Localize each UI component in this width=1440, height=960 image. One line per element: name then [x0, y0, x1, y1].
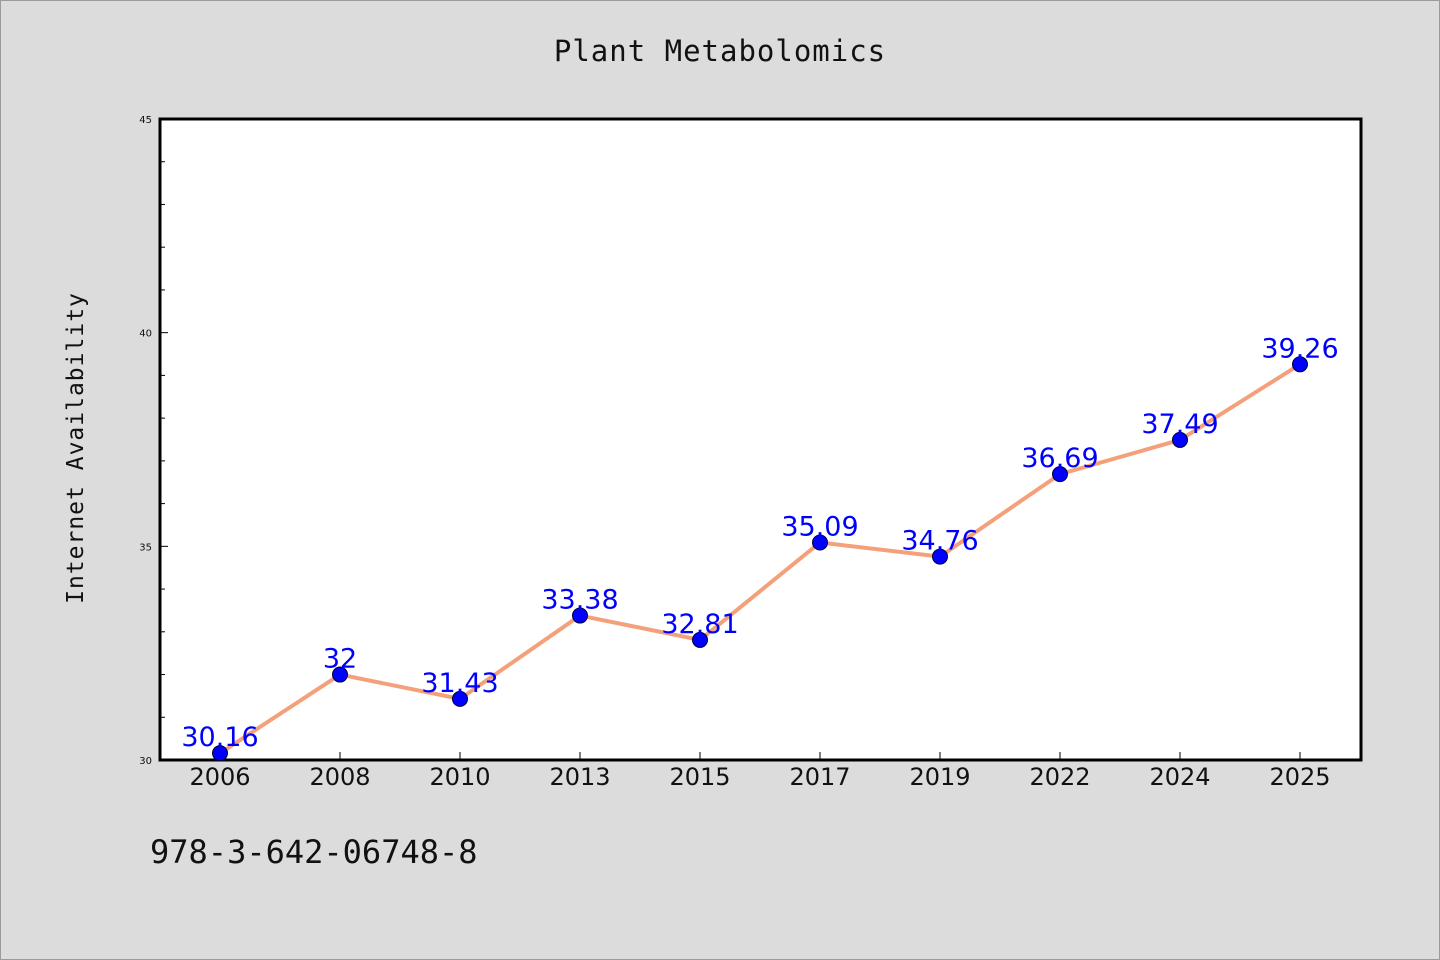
data-point: [1052, 466, 1068, 483]
x-axis: 2006 2008 2010 2013 2015 2017 2019 2022 2024 2025: [189, 752, 1331, 791]
x-tick-label: 2015: [669, 763, 730, 791]
data-point: [812, 534, 828, 551]
x-tick-label: 2017: [789, 763, 850, 791]
y-tick-label: 35: [139, 542, 152, 553]
x-tick-label: 2022: [1029, 763, 1090, 791]
data-point: [932, 548, 948, 565]
data-point: [1172, 431, 1188, 448]
series-line: [218, 362, 1302, 755]
data-label: 35.09: [781, 511, 858, 542]
data-point: [332, 666, 348, 683]
data-label: 33.38: [541, 585, 618, 616]
data-point: [452, 690, 468, 707]
data-label: 39.26: [1261, 333, 1338, 364]
data-label: 30.16: [181, 722, 258, 753]
x-tick-label: 2024: [1149, 763, 1210, 791]
data-label: 31.43: [421, 668, 498, 699]
data-label: 37.49: [1141, 409, 1218, 440]
x-tick-label: 2019: [909, 763, 970, 791]
data-label: 32.81: [661, 609, 738, 640]
y-tick-label: 30: [139, 756, 152, 767]
plot-area: [158, 117, 1363, 762]
data-labels: 30.16 32 31.43 33.38 32.81 35.09 34.76 36.69 37.…: [181, 333, 1338, 753]
data-label: 32: [323, 644, 357, 675]
data-point: [1292, 356, 1308, 373]
x-tick-label: 2013: [549, 763, 610, 791]
x-tick-label: 2006: [189, 763, 250, 791]
x-tick-label: 2008: [309, 763, 370, 791]
y-tick-label: 45: [139, 115, 152, 126]
data-point: [692, 631, 708, 648]
data-point: [212, 745, 228, 762]
y-axis: 30 35 40 45: [139, 115, 168, 767]
data-point: [572, 607, 588, 624]
x-tick-label: 2010: [429, 763, 490, 791]
y-tick-label: 40: [139, 329, 152, 340]
data-label: 36.69: [1021, 443, 1098, 474]
data-label: 34.76: [901, 526, 978, 557]
data-markers: [212, 356, 1308, 762]
footer-isbn: 978-3-642-06748-8: [150, 833, 478, 871]
chart-title: Plant Metabolomics: [553, 34, 887, 68]
x-tick-label: 2025: [1269, 763, 1330, 791]
